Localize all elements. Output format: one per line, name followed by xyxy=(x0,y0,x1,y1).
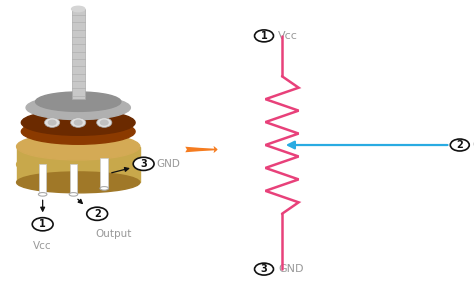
Ellipse shape xyxy=(72,6,85,12)
Circle shape xyxy=(255,30,273,42)
Text: 1: 1 xyxy=(261,31,267,41)
Bar xyxy=(70,164,77,194)
Ellipse shape xyxy=(17,151,140,178)
Text: 1: 1 xyxy=(39,219,46,229)
Text: Vcc: Vcc xyxy=(33,241,52,251)
Bar xyxy=(39,164,46,194)
Text: Vcc: Vcc xyxy=(278,31,298,41)
Text: Output: Output xyxy=(473,140,474,150)
Bar xyxy=(100,158,108,188)
Ellipse shape xyxy=(38,193,47,196)
Circle shape xyxy=(450,139,469,151)
Text: 2: 2 xyxy=(94,209,100,219)
Circle shape xyxy=(71,118,86,127)
Ellipse shape xyxy=(17,172,140,193)
Text: GND: GND xyxy=(156,159,180,169)
Text: GND: GND xyxy=(278,264,304,274)
Text: 3: 3 xyxy=(140,159,147,169)
Text: Output: Output xyxy=(96,229,132,239)
Ellipse shape xyxy=(36,92,121,112)
Circle shape xyxy=(255,263,273,275)
Ellipse shape xyxy=(21,119,135,144)
Circle shape xyxy=(100,120,108,125)
Ellipse shape xyxy=(17,133,140,160)
Bar xyxy=(17,147,140,182)
Circle shape xyxy=(74,120,82,125)
Circle shape xyxy=(32,218,53,231)
Circle shape xyxy=(45,118,60,127)
Circle shape xyxy=(97,118,112,127)
Ellipse shape xyxy=(21,110,135,135)
Text: 3: 3 xyxy=(261,264,267,274)
Circle shape xyxy=(48,120,56,125)
Ellipse shape xyxy=(100,187,109,190)
Circle shape xyxy=(87,207,108,220)
Circle shape xyxy=(133,157,154,170)
Ellipse shape xyxy=(69,193,78,196)
Text: 2: 2 xyxy=(456,140,463,150)
Bar xyxy=(72,9,85,99)
Ellipse shape xyxy=(26,96,130,120)
